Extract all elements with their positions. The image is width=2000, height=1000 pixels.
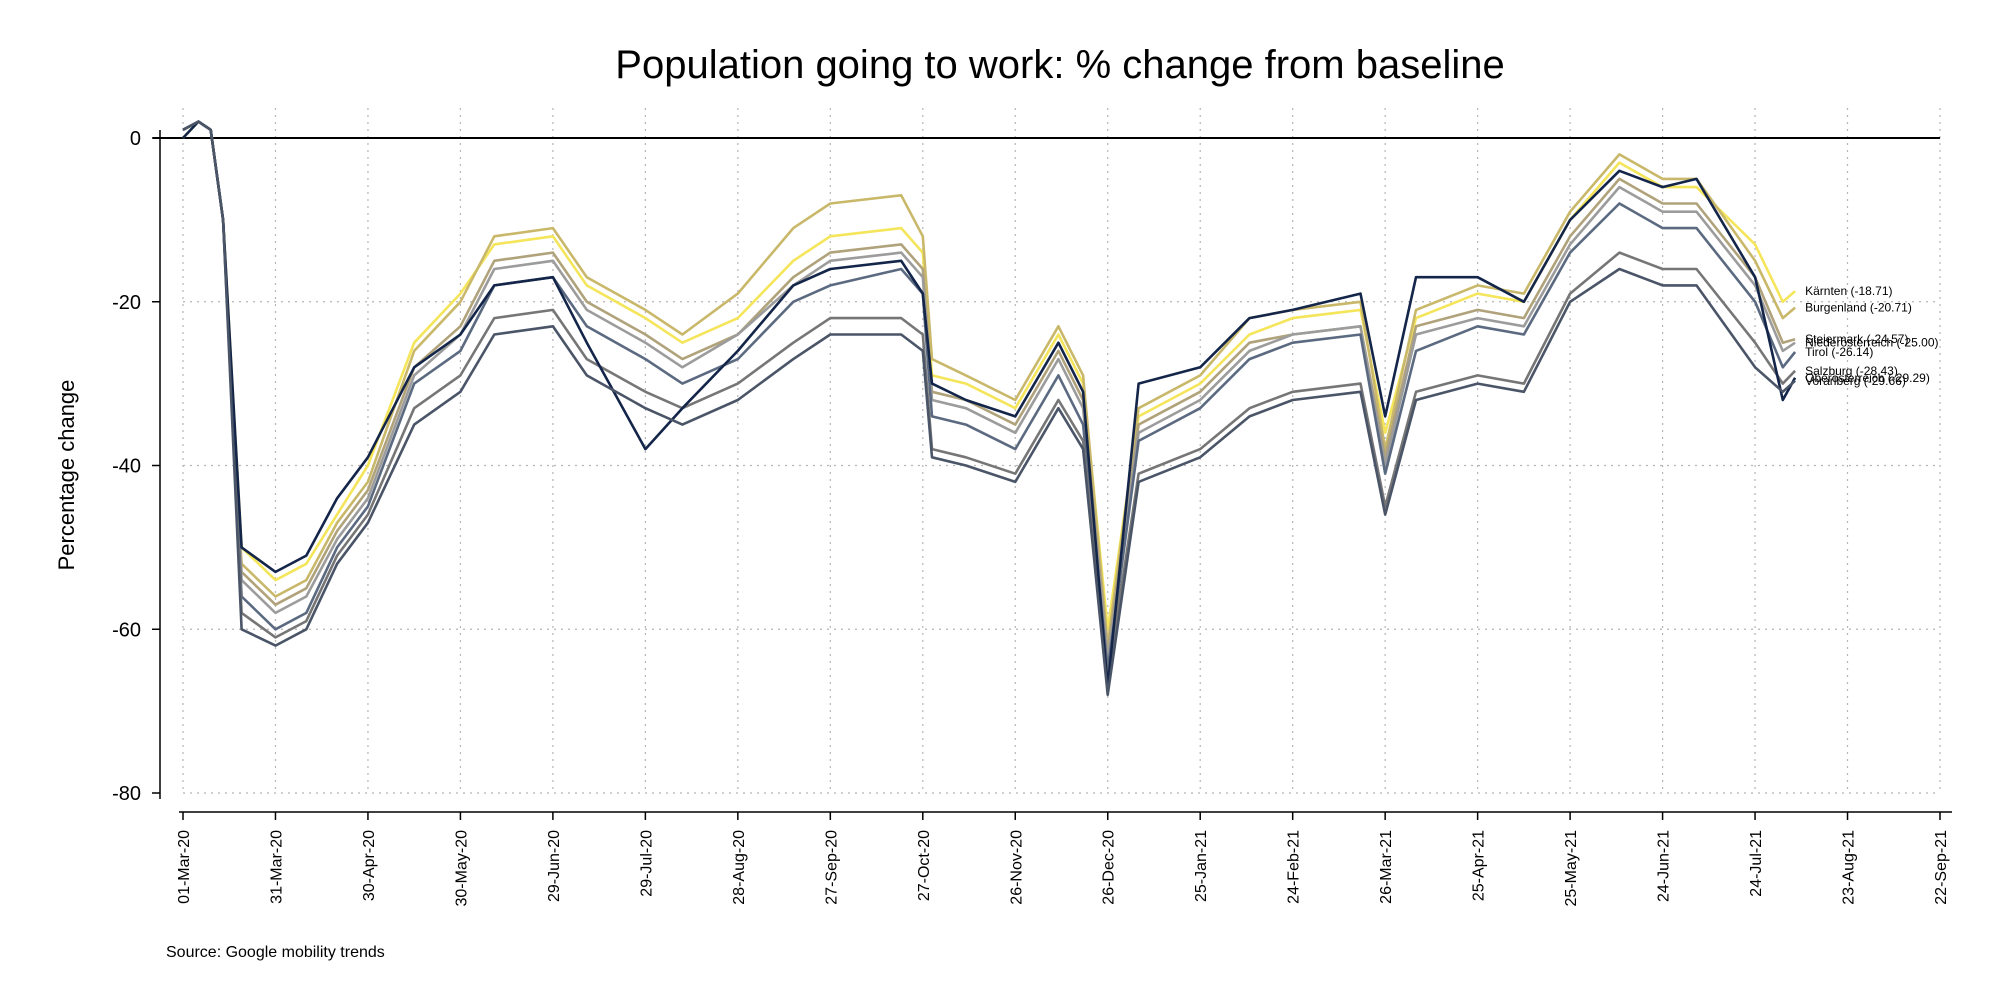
x-tick-label: 25-Jan-21 [1193,830,1210,902]
series-end-label: Vorarlberg (-29.66) [1805,374,1906,388]
gridlines [182,108,1941,794]
x-tick-label: 24-Feb-21 [1286,830,1303,904]
series-line [182,120,1797,680]
y-tick-label: -40 [112,456,141,478]
x-tick-label: 28-Aug-20 [731,830,748,905]
x-tick-label: 01-Mar-20 [176,830,193,904]
y-tick-label: -80 [112,783,141,805]
x-tick-label: 29-Jul-20 [638,830,655,897]
series-line [182,120,1796,697]
x-tick-label: 24-Jul-21 [1748,830,1765,897]
x-tick-label: 26-Nov-20 [1008,830,1025,905]
series-end-label: Burgenland (-20.71) [1805,301,1912,315]
y-tick-label: -60 [112,619,141,641]
y-axis-label: Percentage change [54,380,79,571]
x-tick-label: 29-Jun-20 [546,830,563,902]
series-line [182,120,1796,664]
x-tick-label: 22-Sep-21 [1933,830,1950,905]
axes [153,130,1952,813]
x-ticks: 01-Mar-20 31-Mar-20 30-Apr-20 30-May-20 29-J… [176,812,1950,906]
x-tick-label: 23-Aug-21 [1841,830,1858,905]
series-end-label: Kärnten (-18.71) [1805,284,1892,298]
series-end-label: Tirol (-26.14) [1805,345,1873,359]
y-tick-label: -20 [112,292,141,314]
x-tick-label: 27-Oct-20 [916,830,933,901]
series-group [182,120,1797,697]
x-tick-label: 30-Apr-20 [361,830,378,901]
series-line [182,120,1797,672]
end-labels: Kärnten (-18.71) Burgenland (-20.71) Steie… [1805,284,1938,388]
series-end-label: Salzburg (-28.43) [1805,364,1898,378]
series-end-label: Niederösterreich (-25.00) [1805,336,1938,350]
chart-title: Population going to work: % change from … [615,43,1504,87]
y-tick-label: 0 [130,128,141,150]
source-note: Source: Google mobility trends [166,944,385,961]
y-ticks: 0 -20 -40 -60 -80 [112,128,160,805]
x-tick-label: 24-Jun-21 [1656,830,1673,902]
x-tick-label: 25-Apr-21 [1471,830,1488,901]
series-line [182,120,1797,688]
x-tick-label: 31-Mar-20 [268,830,285,904]
x-tick-label: 26-Mar-21 [1378,830,1395,904]
series-line [182,120,1796,647]
x-tick-label: 27-Sep-20 [823,830,840,905]
x-tick-label: 25-May-21 [1563,830,1580,907]
series-end-label: Oberösterreich (-29.29) [1805,371,1930,385]
x-tick-label: 26-Dec-20 [1101,830,1118,905]
x-tick-label: 30-May-20 [453,830,470,907]
series-end-label: Steiermark (-24.57) [1805,332,1908,346]
